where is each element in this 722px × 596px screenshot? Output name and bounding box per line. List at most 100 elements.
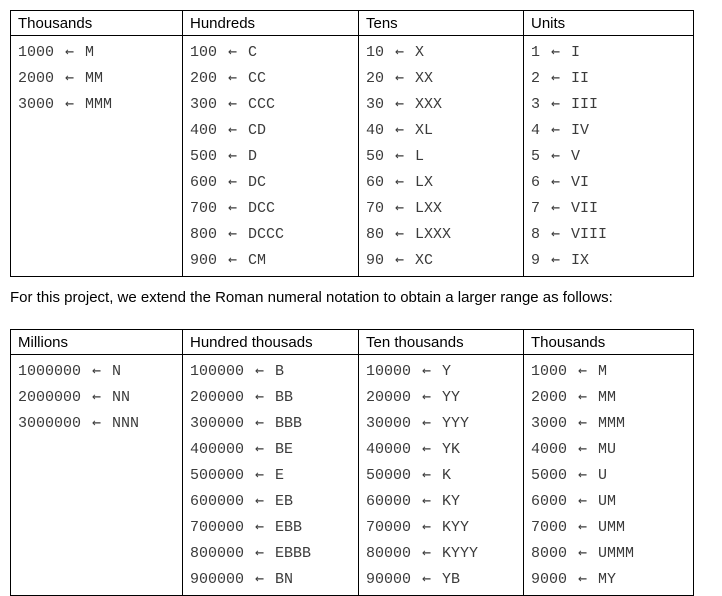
numeral-mapping-line: 900000 ← BN [190,566,356,592]
left-arrow-icon: ← [395,172,405,190]
numeral-mapping-line: 800000 ← EBBB [190,540,356,566]
roman-numeral: YB [442,571,461,588]
left-arrow-icon: ← [422,543,432,561]
left-arrow-icon: ← [395,42,405,60]
roman-numeral: MU [598,441,617,458]
roman-numeral: N [112,363,122,380]
decimal-value: 400 [190,122,218,139]
numeral-mapping-line: 300000 ← BBB [190,410,356,436]
roman-numeral: B [275,363,285,380]
decimal-value: 20000 [366,389,412,406]
roman-numeral: BN [275,571,294,588]
decimal-value: 80 [366,226,385,243]
intro-text: For this project, we extend the Roman nu… [10,289,613,306]
decimal-value: 3 [531,96,541,113]
table-body-row: 1000000 ← N 2000000 ← NN 3000000 ← NNN 100000 ← B 2… [10,354,694,596]
left-arrow-icon: ← [228,120,238,138]
decimal-value: 6000 [531,493,568,510]
roman-numeral: VI [571,174,590,191]
numeral-mapping-line: 3 ← III [531,91,691,117]
roman-numeral: EB [275,493,294,510]
column-header-thousands: Thousands [10,10,183,36]
decimal-value: 500 [190,148,218,165]
numeral-mapping-line: 100 ← C [190,39,356,65]
left-arrow-icon: ← [422,439,432,457]
decimal-value: 6 [531,174,541,191]
roman-numeral: CD [248,122,267,139]
numeral-mapping-line: 1 ← I [531,39,691,65]
roman-numeral: BE [275,441,294,458]
roman-numeral: MY [598,571,617,588]
numeral-mapping-line: 30000 ← YYY [366,410,521,436]
numeral-mapping-line: 100000 ← B [190,358,356,384]
column-header-millions: Millions [10,329,183,355]
decimal-value: 500000 [190,467,245,484]
numeral-mapping-line: 3000000 ← NNN [18,410,180,436]
left-arrow-icon: ← [422,569,432,587]
left-arrow-icon: ← [551,250,561,268]
decimal-value: 8000 [531,545,568,562]
numeral-mapping-line: 80000 ← KYYY [366,540,521,566]
left-arrow-icon: ← [578,387,588,405]
decimal-value: 1000000 [18,363,82,380]
left-arrow-icon: ← [551,68,561,86]
roman-numeral: D [248,148,258,165]
left-arrow-icon: ← [255,465,265,483]
decimal-value: 900 [190,252,218,269]
decimal-value: 50 [366,148,385,165]
left-arrow-icon: ← [422,465,432,483]
decimal-value: 70000 [366,519,412,536]
numeral-mapping-line: 500 ← D [190,143,356,169]
numeral-mapping-line: 60 ← LX [366,169,521,195]
left-arrow-icon: ← [255,413,265,431]
numeral-mapping-line: 3000 ← MMM [18,91,180,117]
table-header-row: Thousands Hundreds Tens Units [10,10,694,36]
roman-numeral: M [598,363,608,380]
numeral-mapping-line: 60000 ← KY [366,488,521,514]
roman-numeral: MMM [85,96,113,113]
left-arrow-icon: ← [578,413,588,431]
roman-numeral: IX [571,252,590,269]
roman-numeral: NNN [112,415,140,432]
decimal-value: 300000 [190,415,245,432]
decimal-value: 20 [366,70,385,87]
column-header-thousands: Thousands [523,329,694,355]
extended-roman-numeral-table: Millions Hundred thousads Ten thousands … [10,329,694,596]
roman-numeral: III [571,96,599,113]
roman-numeral: MMM [598,415,626,432]
decimal-value: 2000000 [18,389,82,406]
standard-roman-numeral-table: Thousands Hundreds Tens Units 1000 ← M 2000… [10,10,694,277]
decimal-value: 200 [190,70,218,87]
roman-numeral: KYY [442,519,470,536]
numeral-mapping-line: 800 ← DCCC [190,221,356,247]
column-header-tens: Tens [358,10,524,36]
left-arrow-icon: ← [578,361,588,379]
roman-numeral: UMM [598,519,626,536]
left-arrow-icon: ← [551,146,561,164]
numeral-mapping-line: 5000 ← U [531,462,691,488]
table-header-row: Millions Hundred thousads Ten thousands … [10,329,694,355]
left-arrow-icon: ← [395,68,405,86]
column-millions-entries: 1000000 ← N 2000000 ← NN 3000000 ← NNN [10,354,183,596]
decimal-value: 4 [531,122,541,139]
decimal-value: 400000 [190,441,245,458]
roman-numeral: M [85,44,95,61]
numeral-mapping-line: 700000 ← EBB [190,514,356,540]
left-arrow-icon: ← [578,491,588,509]
left-arrow-icon: ← [578,569,588,587]
roman-numeral: NN [112,389,131,406]
left-arrow-icon: ← [395,146,405,164]
decimal-value: 2000 [18,70,55,87]
numeral-mapping-line: 1000 ← M [531,358,691,384]
roman-numeral: XC [415,252,434,269]
numeral-mapping-line: 40000 ← YK [366,436,521,462]
numeral-mapping-line: 30 ← XXX [366,91,521,117]
decimal-value: 8 [531,226,541,243]
roman-numeral: YK [442,441,461,458]
decimal-value: 5000 [531,467,568,484]
left-arrow-icon: ← [578,439,588,457]
decimal-value: 2000 [531,389,568,406]
left-arrow-icon: ← [228,94,238,112]
left-arrow-icon: ← [578,543,588,561]
decimal-value: 30 [366,96,385,113]
